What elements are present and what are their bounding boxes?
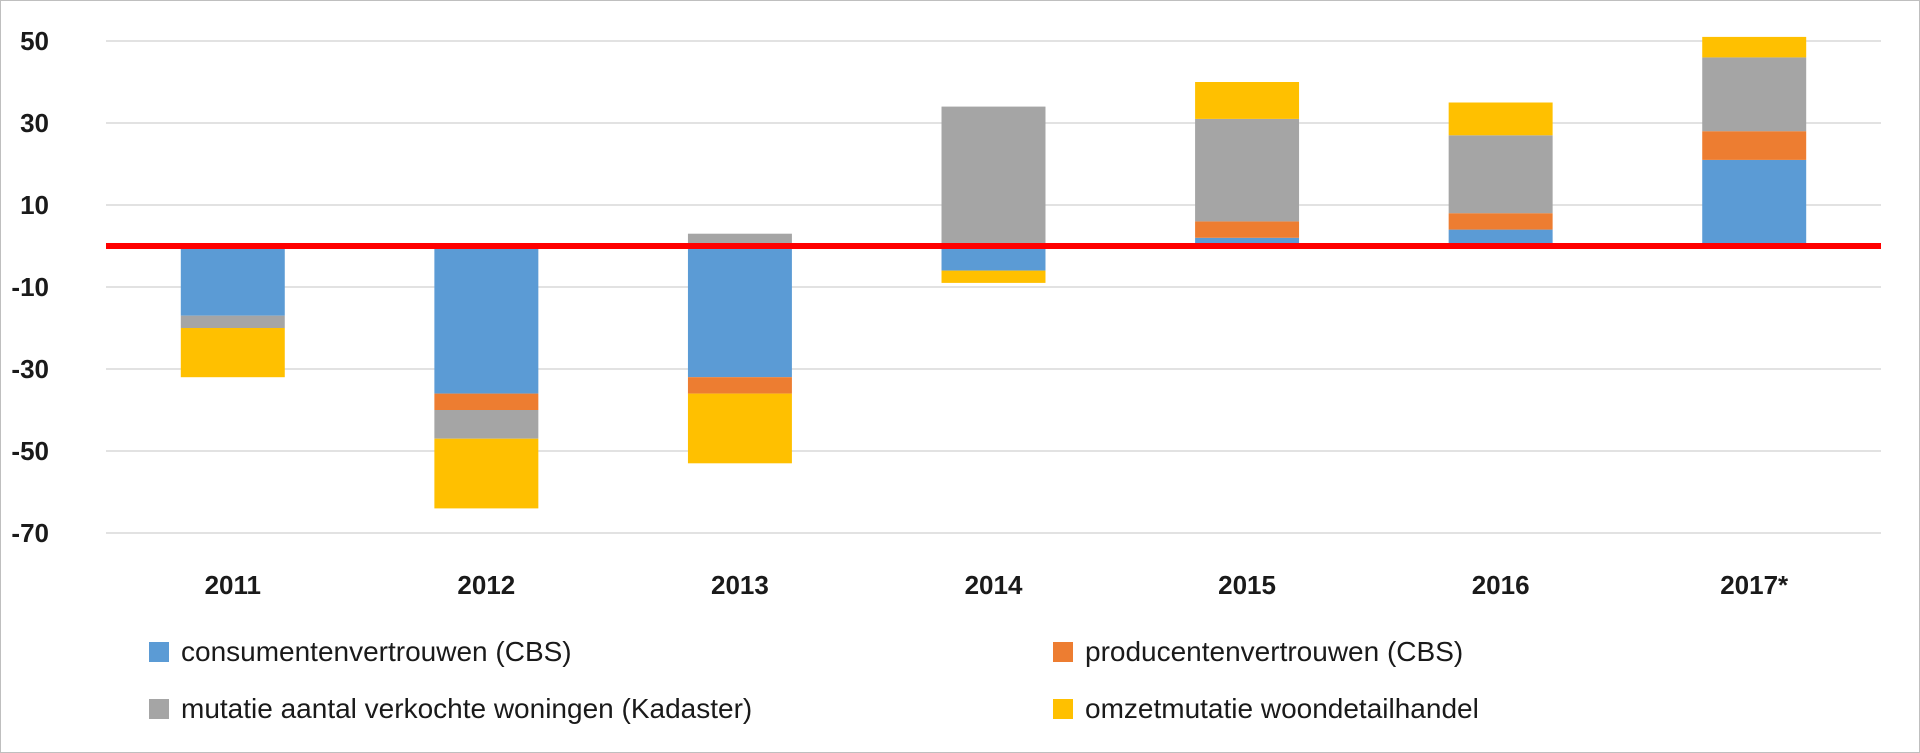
bar-2011-omzetmutatie-woondetailhandel xyxy=(180,328,285,378)
bar-2015-mutatie-aantal-verkochte-woningen-kadaster xyxy=(1195,118,1300,222)
y-tick-label-50: -50 xyxy=(11,436,49,466)
bar-2013-omzetmutatie-woondetailhandel xyxy=(687,393,792,464)
bar-2012-omzetmutatie-woondetailhandel xyxy=(434,438,539,509)
bar-2016-mutatie-aantal-verkochte-woningen-kadaster xyxy=(1448,135,1553,214)
bar-2017-consumentenvertrouwen-cbs xyxy=(1702,159,1807,246)
y-tick-label-30: -30 xyxy=(11,354,49,384)
legend-item-consumer-confidence: consumentenvertrouwen (CBS) xyxy=(149,636,572,668)
bar-2016-omzetmutatie-woondetailhandel xyxy=(1448,102,1553,136)
legend-swatch-retail-turnover xyxy=(1053,699,1073,719)
x-category-label-2013: 2013 xyxy=(711,570,769,600)
legend-swatch-producer-confidence xyxy=(1053,642,1073,662)
bar-2016-producentenvertrouwen-cbs xyxy=(1448,213,1553,230)
legend-swatch-consumer-confidence xyxy=(149,642,169,662)
bars xyxy=(180,36,1807,509)
legend-label-consumer-confidence: consumentenvertrouwen (CBS) xyxy=(181,636,572,667)
x-category-label-2015: 2015 xyxy=(1218,570,1276,600)
legend-label-retail-turnover: omzetmutatie woondetailhandel xyxy=(1085,693,1479,724)
bar-2014-mutatie-aantal-verkochte-woningen-kadaster xyxy=(941,106,1046,246)
bar-2015-producentenvertrouwen-cbs xyxy=(1195,221,1300,238)
bar-2013-producentenvertrouwen-cbs xyxy=(687,377,792,394)
bar-2011-mutatie-aantal-verkochte-woningen-kadaster xyxy=(180,315,285,328)
bar-2013-consumentenvertrouwen-cbs xyxy=(687,246,792,378)
bar-2015-omzetmutatie-woondetailhandel xyxy=(1195,82,1300,119)
y-tick-label-10: -10 xyxy=(11,272,49,302)
y-tick-label-50: 50 xyxy=(20,26,49,56)
y-tick-label-30: 30 xyxy=(20,108,49,138)
legend-item-producer-confidence: producentenvertrouwen (CBS) xyxy=(1053,636,1463,668)
legend: consumentenvertrouwen (CBS) producentenv… xyxy=(1,623,1919,748)
y-tick-label-70: -70 xyxy=(11,518,49,548)
legend-label-producer-confidence: producentenvertrouwen (CBS) xyxy=(1085,636,1464,667)
x-category-label-2017: 2017* xyxy=(1720,570,1789,600)
bar-2014-omzetmutatie-woondetailhandel xyxy=(941,270,1046,283)
legend-item-retail-turnover: omzetmutatie woondetailhandel xyxy=(1053,693,1479,725)
bar-2016-consumentenvertrouwen-cbs xyxy=(1448,229,1553,246)
legend-item-housing-sales: mutatie aantal verkochte woningen (Kadas… xyxy=(149,693,752,725)
x-category-label-2016: 2016 xyxy=(1472,570,1530,600)
y-axis-ticks: 50 30 10 -10 -30 -50 -70 xyxy=(11,26,49,548)
bar-2012-producentenvertrouwen-cbs xyxy=(434,393,539,410)
bar-2012-consumentenvertrouwen-cbs xyxy=(434,246,539,394)
legend-label-housing-sales: mutatie aantal verkochte woningen (Kadas… xyxy=(181,693,753,724)
bar-2015-consumentenvertrouwen-cbs xyxy=(1195,237,1300,246)
x-category-label-2012: 2012 xyxy=(457,570,515,600)
bar-2014-consumentenvertrouwen-cbs xyxy=(941,246,1046,271)
bar-2017-producentenvertrouwen-cbs xyxy=(1702,131,1807,160)
legend-swatch-housing-sales xyxy=(149,699,169,719)
bar-2011-consumentenvertrouwen-cbs xyxy=(180,246,285,316)
x-category-label-2014: 2014 xyxy=(965,570,1023,600)
bar-2013-mutatie-aantal-verkochte-woningen-kadaster xyxy=(687,233,792,246)
y-tick-label-10: 10 xyxy=(20,190,49,220)
x-category-label-2011: 2011 xyxy=(205,570,261,600)
bar-2017-mutatie-aantal-verkochte-woningen-kadaster xyxy=(1702,57,1807,132)
bar-2017-omzetmutatie-woondetailhandel xyxy=(1702,36,1807,58)
bar-2012-mutatie-aantal-verkochte-woningen-kadaster xyxy=(434,410,539,439)
x-axis-categories: 2011 2012 2013 2014 2015 2016 2017* xyxy=(205,570,1789,600)
